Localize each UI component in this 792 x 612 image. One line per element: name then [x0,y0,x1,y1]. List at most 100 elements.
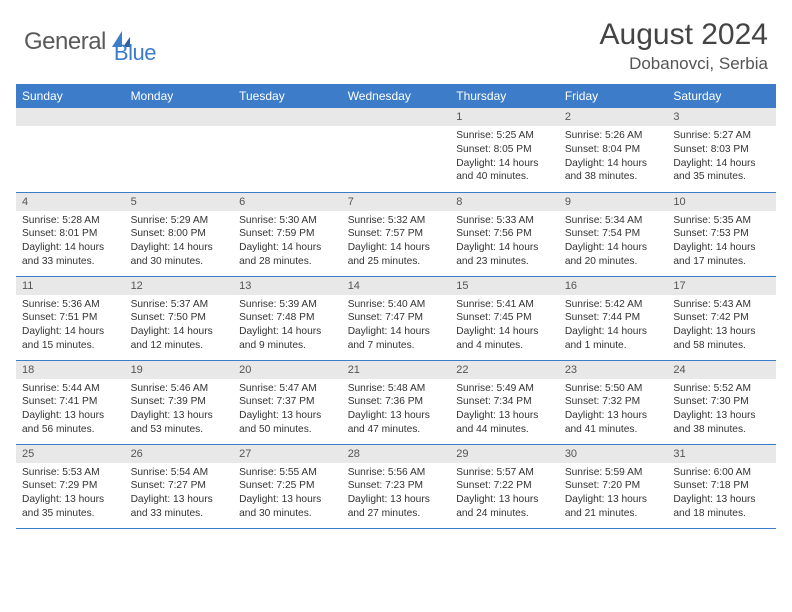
day-details: Sunrise: 5:27 AMSunset: 8:03 PMDaylight:… [667,126,776,188]
day-details: Sunrise: 5:25 AMSunset: 8:05 PMDaylight:… [450,126,559,188]
calendar-week-row: 18Sunrise: 5:44 AMSunset: 7:41 PMDayligh… [16,360,776,444]
logo-text-part1: General [24,28,106,56]
day-number: 26 [125,445,234,463]
day-details: Sunrise: 5:40 AMSunset: 7:47 PMDaylight:… [342,295,451,357]
day-number: 11 [16,277,125,295]
calendar-day-cell: 25Sunrise: 5:53 AMSunset: 7:29 PMDayligh… [16,444,125,528]
day-details: Sunrise: 5:46 AMSunset: 7:39 PMDaylight:… [125,379,234,441]
day-details: Sunrise: 5:37 AMSunset: 7:50 PMDaylight:… [125,295,234,357]
day-details: Sunrise: 5:44 AMSunset: 7:41 PMDaylight:… [16,379,125,441]
weekday-header: Tuesday [233,84,342,108]
day-number: 22 [450,361,559,379]
weekday-header: Friday [559,84,668,108]
day-number: 15 [450,277,559,295]
day-number: 30 [559,445,668,463]
header: General Blue August 2024 Dobanovci, Serb… [0,0,792,84]
title-block: August 2024 Dobanovci, Serbia [600,18,768,74]
day-number: 31 [667,445,776,463]
day-number: 21 [342,361,451,379]
day-number: 3 [667,108,776,126]
day-details: Sunrise: 5:54 AMSunset: 7:27 PMDaylight:… [125,463,234,525]
calendar-day-cell: 11Sunrise: 5:36 AMSunset: 7:51 PMDayligh… [16,276,125,360]
calendar-day-cell: 4Sunrise: 5:28 AMSunset: 8:01 PMDaylight… [16,192,125,276]
calendar-day-cell: 10Sunrise: 5:35 AMSunset: 7:53 PMDayligh… [667,192,776,276]
calendar-day-cell: 26Sunrise: 5:54 AMSunset: 7:27 PMDayligh… [125,444,234,528]
day-number: 1 [450,108,559,126]
weekday-header: Monday [125,84,234,108]
day-number: 10 [667,193,776,211]
day-details: Sunrise: 5:41 AMSunset: 7:45 PMDaylight:… [450,295,559,357]
calendar-day-cell: 30Sunrise: 5:59 AMSunset: 7:20 PMDayligh… [559,444,668,528]
weekday-header: Sunday [16,84,125,108]
day-number: 9 [559,193,668,211]
day-number: 8 [450,193,559,211]
day-number [233,108,342,126]
day-details: Sunrise: 5:34 AMSunset: 7:54 PMDaylight:… [559,211,668,273]
calendar-day-cell: 23Sunrise: 5:50 AMSunset: 7:32 PMDayligh… [559,360,668,444]
day-number: 19 [125,361,234,379]
calendar-day-cell: 28Sunrise: 5:56 AMSunset: 7:23 PMDayligh… [342,444,451,528]
day-number: 16 [559,277,668,295]
day-details: Sunrise: 5:57 AMSunset: 7:22 PMDaylight:… [450,463,559,525]
day-number: 20 [233,361,342,379]
calendar-day-cell [342,108,451,192]
day-details: Sunrise: 5:52 AMSunset: 7:30 PMDaylight:… [667,379,776,441]
logo-text-part2: Blue [114,40,156,66]
day-details: Sunrise: 5:50 AMSunset: 7:32 PMDaylight:… [559,379,668,441]
calendar-table: SundayMondayTuesdayWednesdayThursdayFrid… [16,84,776,529]
day-number [16,108,125,126]
calendar-day-cell: 12Sunrise: 5:37 AMSunset: 7:50 PMDayligh… [125,276,234,360]
day-details: Sunrise: 5:39 AMSunset: 7:48 PMDaylight:… [233,295,342,357]
day-number: 4 [16,193,125,211]
day-details: Sunrise: 5:29 AMSunset: 8:00 PMDaylight:… [125,211,234,273]
calendar-day-cell: 6Sunrise: 5:30 AMSunset: 7:59 PMDaylight… [233,192,342,276]
day-number: 12 [125,277,234,295]
day-details: Sunrise: 5:28 AMSunset: 8:01 PMDaylight:… [16,211,125,273]
day-details: Sunrise: 5:36 AMSunset: 7:51 PMDaylight:… [16,295,125,357]
day-number: 17 [667,277,776,295]
day-number: 14 [342,277,451,295]
calendar-day-cell: 22Sunrise: 5:49 AMSunset: 7:34 PMDayligh… [450,360,559,444]
calendar-day-cell: 27Sunrise: 5:55 AMSunset: 7:25 PMDayligh… [233,444,342,528]
calendar-day-cell: 15Sunrise: 5:41 AMSunset: 7:45 PMDayligh… [450,276,559,360]
day-details: Sunrise: 5:35 AMSunset: 7:53 PMDaylight:… [667,211,776,273]
calendar-day-cell: 8Sunrise: 5:33 AMSunset: 7:56 PMDaylight… [450,192,559,276]
calendar-week-row: 1Sunrise: 5:25 AMSunset: 8:05 PMDaylight… [16,108,776,192]
day-number [342,108,451,126]
day-details: Sunrise: 5:56 AMSunset: 7:23 PMDaylight:… [342,463,451,525]
calendar-day-cell: 24Sunrise: 5:52 AMSunset: 7:30 PMDayligh… [667,360,776,444]
calendar-day-cell: 1Sunrise: 5:25 AMSunset: 8:05 PMDaylight… [450,108,559,192]
calendar-week-row: 11Sunrise: 5:36 AMSunset: 7:51 PMDayligh… [16,276,776,360]
weekday-header: Thursday [450,84,559,108]
calendar-day-cell: 13Sunrise: 5:39 AMSunset: 7:48 PMDayligh… [233,276,342,360]
calendar-day-cell: 9Sunrise: 5:34 AMSunset: 7:54 PMDaylight… [559,192,668,276]
page-title: August 2024 [600,18,768,52]
day-details: Sunrise: 6:00 AMSunset: 7:18 PMDaylight:… [667,463,776,525]
calendar-day-cell: 31Sunrise: 6:00 AMSunset: 7:18 PMDayligh… [667,444,776,528]
calendar-week-row: 4Sunrise: 5:28 AMSunset: 8:01 PMDaylight… [16,192,776,276]
day-number: 27 [233,445,342,463]
day-details: Sunrise: 5:42 AMSunset: 7:44 PMDaylight:… [559,295,668,357]
day-number: 7 [342,193,451,211]
day-details: Sunrise: 5:55 AMSunset: 7:25 PMDaylight:… [233,463,342,525]
day-details: Sunrise: 5:49 AMSunset: 7:34 PMDaylight:… [450,379,559,441]
day-number: 28 [342,445,451,463]
weekday-header-row: SundayMondayTuesdayWednesdayThursdayFrid… [16,84,776,108]
calendar-week-row: 25Sunrise: 5:53 AMSunset: 7:29 PMDayligh… [16,444,776,528]
calendar-day-cell: 29Sunrise: 5:57 AMSunset: 7:22 PMDayligh… [450,444,559,528]
calendar-day-cell [233,108,342,192]
calendar-day-cell: 3Sunrise: 5:27 AMSunset: 8:03 PMDaylight… [667,108,776,192]
day-number: 2 [559,108,668,126]
calendar-day-cell: 14Sunrise: 5:40 AMSunset: 7:47 PMDayligh… [342,276,451,360]
day-number [125,108,234,126]
day-number: 5 [125,193,234,211]
day-details: Sunrise: 5:26 AMSunset: 8:04 PMDaylight:… [559,126,668,188]
weekday-header: Wednesday [342,84,451,108]
location-label: Dobanovci, Serbia [600,54,768,74]
day-details: Sunrise: 5:59 AMSunset: 7:20 PMDaylight:… [559,463,668,525]
day-number: 24 [667,361,776,379]
calendar-day-cell [125,108,234,192]
weekday-header: Saturday [667,84,776,108]
day-details: Sunrise: 5:43 AMSunset: 7:42 PMDaylight:… [667,295,776,357]
day-number: 6 [233,193,342,211]
